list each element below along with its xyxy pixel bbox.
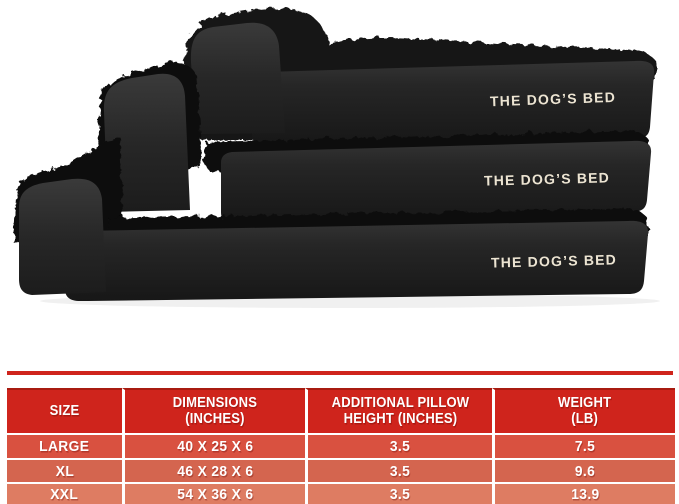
- table-top-accent-strip: [7, 371, 673, 375]
- bottom-bed-front-face: [65, 220, 649, 301]
- table-row-large-pillow-height: 3.5: [305, 433, 492, 458]
- header-size: SIZE: [7, 388, 122, 433]
- size-value: LARGE: [39, 438, 90, 455]
- top-bed-front-face: [252, 60, 655, 144]
- pillow-height-value: 3.5: [389, 485, 411, 503]
- pillow-height-value: 3.5: [389, 462, 411, 480]
- dimensions-value: 40 X 25 X 6: [176, 438, 254, 455]
- table-row-xxl-pillow-height: 3.5: [305, 482, 492, 504]
- middle-bed-brand-label: THE DOG’S BED: [484, 169, 610, 188]
- table-row-large-dimensions: 40 X 25 X 6: [122, 433, 305, 458]
- dimensions-value: 54 X 36 X 6: [176, 485, 254, 503]
- middle-bed: THE DOG’S BED: [96, 62, 652, 222]
- table-row-xxl-dimensions: 54 X 36 X 6: [122, 482, 305, 504]
- top-bed-bolster-pillow: [190, 22, 285, 134]
- header-weight: WEIGHT (LB): [492, 388, 675, 433]
- header-pillow-height-line2: HEIGHT (INCHES): [343, 410, 457, 427]
- weight-value: 13.9: [570, 485, 600, 503]
- weight-value: 7.5: [574, 438, 596, 455]
- table-row-xl-pillow-height: 3.5: [305, 458, 492, 482]
- table-row-xxl-weight: 13.9: [492, 482, 675, 504]
- header-dimensions-line1: DIMENSIONS: [172, 395, 258, 412]
- dog-beds-illustration: THE DOG’S BED THE DOG’S BED THE DOG’S BE…: [13, 8, 660, 308]
- size-value: XXL: [50, 485, 79, 503]
- header-pillow-height: ADDITIONAL PILLOW HEIGHT (INCHES): [305, 388, 492, 433]
- pillow-height-value: 3.5: [389, 438, 411, 455]
- dimensions-value: 46 X 28 X 6: [176, 462, 254, 480]
- top-bed: THE DOG’S BED: [184, 8, 656, 144]
- header-size-label: SIZE: [49, 402, 80, 419]
- bottom-bed: THE DOG’S BED: [13, 137, 649, 301]
- size-value: XL: [55, 462, 74, 480]
- middle-bed-bolster-pillow: [103, 73, 190, 213]
- header-weight-line2: (LB): [571, 410, 599, 427]
- top-bed-brand-label: THE DOG’S BED: [490, 89, 617, 109]
- size-spec-table: SIZE DIMENSIONS (INCHES) ADDITIONAL PILL…: [7, 388, 675, 504]
- table-row-large-weight: 7.5: [492, 433, 675, 458]
- header-weight-line1: WEIGHT: [558, 395, 612, 412]
- table-row-xl-weight: 9.6: [492, 458, 675, 482]
- weight-value: 9.6: [574, 462, 596, 480]
- table-row-xl-size: XL: [7, 458, 122, 482]
- header-pillow-height-line1: ADDITIONAL PILLOW: [331, 395, 469, 412]
- table-row-large-size: LARGE: [7, 433, 122, 458]
- header-dimensions: DIMENSIONS (INCHES): [122, 388, 305, 433]
- table-row-xxl-size: XXL: [7, 482, 122, 504]
- bottom-bed-bolster-pillow: [19, 178, 106, 295]
- product-photo: THE DOG’S BED THE DOG’S BED THE DOG’S BE…: [13, 8, 660, 308]
- middle-bed-front-face: [221, 140, 652, 222]
- table-row-xl-dimensions: 46 X 28 X 6: [122, 458, 305, 482]
- header-dimensions-line2: (INCHES): [185, 410, 245, 427]
- bottom-bed-brand-label: THE DOG’S BED: [491, 251, 617, 270]
